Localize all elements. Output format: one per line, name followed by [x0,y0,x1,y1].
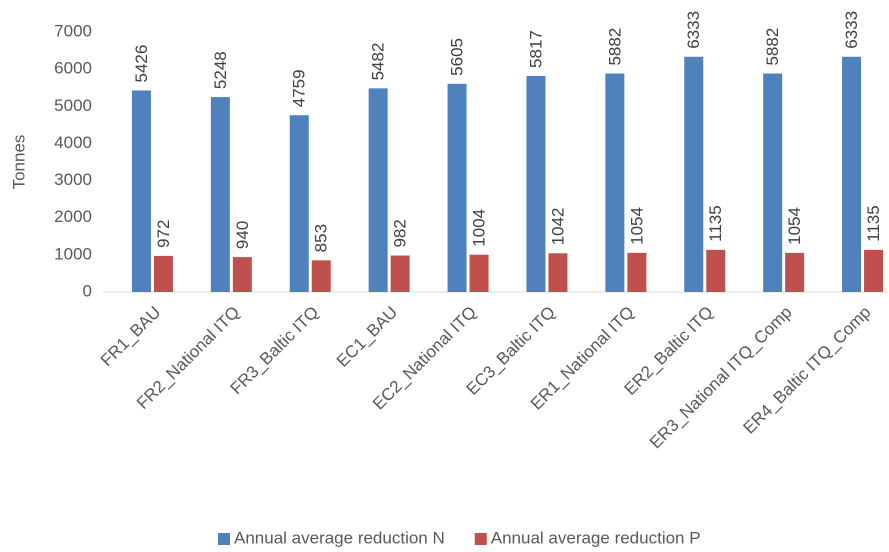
data-label: 6333 [684,11,703,49]
bar [390,255,410,292]
y-axis-label: Tonnes [9,135,28,190]
bar [627,252,647,292]
data-label: 4759 [290,69,309,107]
bar [311,260,331,292]
data-label: 1042 [548,207,567,245]
y-tick-label: 3000 [54,170,92,189]
y-tick-label: 0 [83,281,92,300]
bar [289,115,309,292]
data-label: 1004 [470,209,489,247]
legend-swatch [474,533,487,545]
data-label: 5882 [605,28,624,66]
data-label: 1135 [864,205,883,242]
data-label: 940 [233,221,252,249]
bar [153,255,173,292]
bar [684,56,704,292]
bar [548,253,568,292]
y-tick-label: 4000 [54,133,92,152]
y-tick-label: 2000 [54,207,92,226]
x-tick-label: FR1_BAU [97,303,165,371]
x-tick-label: EC1_BAU [333,303,401,371]
legend-label: Annual average reduction P [491,528,701,547]
data-label: 5817 [526,30,545,68]
bar [706,249,726,292]
x-tick-label: ER3_National ITQ_Comp [646,303,796,453]
bar [864,249,884,292]
data-label: 5882 [763,28,782,66]
data-label: 5248 [211,51,230,89]
data-label: 6333 [842,11,861,49]
data-label: 5426 [132,45,151,83]
bar [232,257,252,292]
bar [210,97,230,293]
bar [763,73,783,292]
y-tick-label: 7000 [54,21,92,40]
data-label: 5482 [369,43,388,81]
x-tick-label: ER4_Baltic ITQ_Comp [740,303,875,438]
data-label: 853 [312,224,331,252]
y-tick-label: 1000 [54,244,92,263]
data-label: 1135 [706,205,725,242]
bar [131,90,151,292]
data-label: 1054 [785,207,804,245]
data-label: 1054 [627,207,646,245]
bar [842,56,862,292]
legend-label: Annual average reduction N [234,528,445,547]
bar [605,73,625,292]
y-tick-label: 6000 [54,59,92,78]
bar [526,75,546,292]
data-label: 972 [154,220,173,248]
y-tick-label: 5000 [54,96,92,115]
bar [447,83,467,292]
data-label: 5605 [448,38,467,76]
bar [469,254,489,292]
bar [785,252,805,292]
bar [368,88,388,292]
legend-swatch [218,533,230,545]
data-label: 982 [391,219,410,247]
